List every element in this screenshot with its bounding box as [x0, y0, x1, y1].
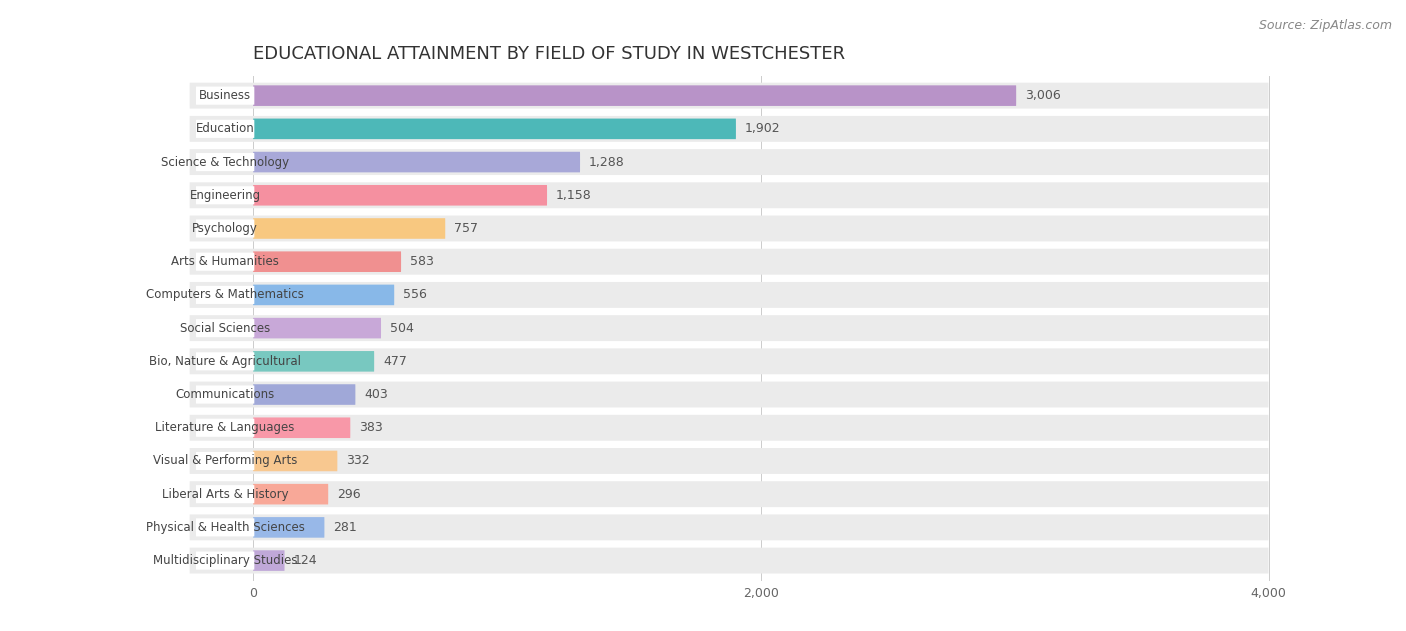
FancyBboxPatch shape	[190, 548, 1268, 574]
Text: Communications: Communications	[176, 388, 274, 401]
Text: 281: 281	[333, 521, 357, 534]
Text: 403: 403	[364, 388, 388, 401]
FancyBboxPatch shape	[195, 485, 254, 504]
FancyBboxPatch shape	[190, 149, 1268, 175]
FancyBboxPatch shape	[195, 319, 254, 337]
Text: 504: 504	[389, 322, 413, 334]
Text: 124: 124	[294, 554, 318, 567]
FancyBboxPatch shape	[190, 382, 1268, 408]
Text: 332: 332	[346, 454, 370, 468]
FancyBboxPatch shape	[190, 481, 1268, 507]
FancyBboxPatch shape	[190, 182, 1268, 208]
FancyBboxPatch shape	[195, 252, 254, 271]
FancyBboxPatch shape	[190, 282, 1268, 308]
FancyBboxPatch shape	[190, 83, 1268, 109]
FancyBboxPatch shape	[195, 86, 254, 105]
FancyBboxPatch shape	[195, 153, 254, 171]
FancyBboxPatch shape	[253, 550, 284, 571]
Text: Multidisciplinary Studies: Multidisciplinary Studies	[153, 554, 298, 567]
Text: Source: ZipAtlas.com: Source: ZipAtlas.com	[1258, 19, 1392, 32]
Text: Literature & Languages: Literature & Languages	[156, 422, 295, 434]
Text: 1,288: 1,288	[589, 156, 624, 168]
Text: 3,006: 3,006	[1025, 89, 1060, 102]
Text: Bio, Nature & Agricultural: Bio, Nature & Agricultural	[149, 355, 301, 368]
FancyBboxPatch shape	[195, 518, 254, 536]
FancyBboxPatch shape	[190, 514, 1268, 540]
Text: 757: 757	[454, 222, 478, 235]
FancyBboxPatch shape	[253, 517, 325, 538]
FancyBboxPatch shape	[253, 218, 446, 239]
FancyBboxPatch shape	[195, 352, 254, 370]
Text: Psychology: Psychology	[193, 222, 259, 235]
FancyBboxPatch shape	[253, 85, 1017, 106]
FancyBboxPatch shape	[253, 185, 547, 206]
FancyBboxPatch shape	[253, 152, 581, 172]
FancyBboxPatch shape	[190, 415, 1268, 440]
FancyBboxPatch shape	[253, 285, 394, 305]
FancyBboxPatch shape	[195, 120, 254, 138]
Text: Computers & Mathematics: Computers & Mathematics	[146, 288, 304, 302]
Text: 1,902: 1,902	[745, 122, 780, 136]
FancyBboxPatch shape	[253, 418, 350, 438]
Text: Visual & Performing Arts: Visual & Performing Arts	[153, 454, 297, 468]
FancyBboxPatch shape	[195, 386, 254, 404]
FancyBboxPatch shape	[253, 318, 381, 338]
FancyBboxPatch shape	[195, 419, 254, 437]
Text: 1,158: 1,158	[555, 189, 592, 202]
FancyBboxPatch shape	[253, 384, 356, 405]
FancyBboxPatch shape	[190, 315, 1268, 341]
FancyBboxPatch shape	[190, 216, 1268, 242]
Text: 477: 477	[382, 355, 406, 368]
FancyBboxPatch shape	[190, 448, 1268, 474]
Text: 556: 556	[404, 288, 427, 302]
Text: Social Sciences: Social Sciences	[180, 322, 270, 334]
FancyBboxPatch shape	[253, 251, 401, 272]
FancyBboxPatch shape	[195, 551, 254, 570]
Text: 383: 383	[359, 422, 382, 434]
Text: Arts & Humanities: Arts & Humanities	[172, 255, 280, 268]
Text: Science & Technology: Science & Technology	[162, 156, 290, 168]
Text: Business: Business	[200, 89, 252, 102]
FancyBboxPatch shape	[253, 119, 735, 139]
FancyBboxPatch shape	[190, 116, 1268, 142]
Text: Physical & Health Sciences: Physical & Health Sciences	[146, 521, 305, 534]
Text: Engineering: Engineering	[190, 189, 260, 202]
FancyBboxPatch shape	[195, 452, 254, 470]
FancyBboxPatch shape	[190, 348, 1268, 374]
FancyBboxPatch shape	[195, 286, 254, 304]
Text: 296: 296	[337, 488, 361, 500]
Text: 583: 583	[411, 255, 434, 268]
FancyBboxPatch shape	[253, 451, 337, 471]
Text: Liberal Arts & History: Liberal Arts & History	[162, 488, 288, 500]
Text: EDUCATIONAL ATTAINMENT BY FIELD OF STUDY IN WESTCHESTER: EDUCATIONAL ATTAINMENT BY FIELD OF STUDY…	[253, 45, 845, 63]
FancyBboxPatch shape	[195, 220, 254, 237]
FancyBboxPatch shape	[195, 186, 254, 204]
FancyBboxPatch shape	[190, 249, 1268, 274]
FancyBboxPatch shape	[253, 351, 374, 372]
Text: Education: Education	[195, 122, 254, 136]
FancyBboxPatch shape	[253, 484, 328, 504]
